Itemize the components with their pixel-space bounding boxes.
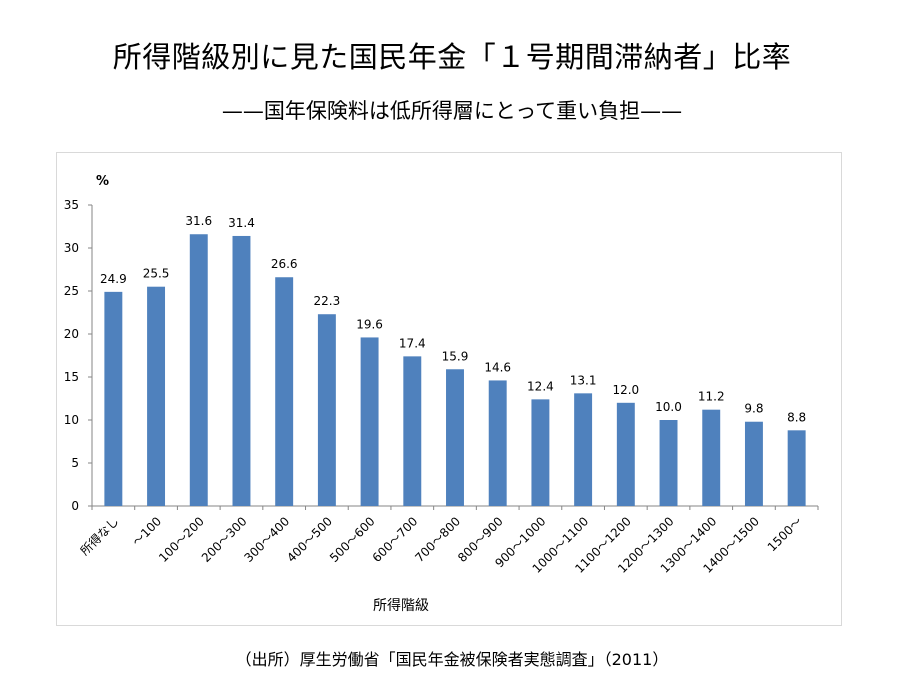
bar (232, 235, 251, 506)
bar (275, 277, 294, 506)
y-tick-label: 0 (71, 499, 79, 513)
y-tick-label: 35 (64, 198, 79, 212)
data-label: 13.1 (570, 373, 597, 387)
x-tick-label: 所得なし (77, 514, 122, 559)
bar (787, 430, 806, 506)
bar (360, 337, 379, 506)
source-note: （出所）厚生労働省「国民年金被保険者実態調査」（2011） (235, 650, 669, 669)
data-label: 31.6 (185, 214, 212, 228)
x-tick-label: 600～700 (370, 514, 421, 565)
x-tick-label: 200～300 (199, 514, 250, 565)
y-tick-label: 15 (64, 370, 79, 384)
data-label: 22.3 (314, 294, 341, 308)
y-axis-label: % (96, 174, 109, 189)
x-tick-label: 400～500 (284, 514, 335, 565)
data-label: 12.4 (527, 379, 554, 393)
x-tick-label: 100～200 (156, 514, 207, 565)
page-subtitle: ——国年保険料は低所得層にとって重い負担—— (221, 99, 683, 123)
y-tick-label: 25 (64, 284, 79, 298)
data-label: 15.9 (442, 349, 469, 363)
bar (147, 286, 166, 506)
data-label: 17.4 (399, 336, 426, 350)
bar (574, 393, 593, 506)
data-label: 14.6 (484, 360, 511, 374)
x-tick-label: 700～800 (412, 514, 463, 565)
data-label: 19.6 (356, 317, 383, 331)
bar (744, 421, 763, 506)
bar (488, 380, 507, 506)
bar (702, 409, 721, 506)
bar (317, 314, 336, 506)
data-label: 25.5 (143, 267, 170, 281)
bar (189, 234, 208, 507)
y-tick-label: 20 (64, 327, 79, 341)
y-tick-label: 30 (64, 241, 79, 255)
data-label: 8.8 (787, 410, 806, 424)
data-label: 24.9 (100, 272, 127, 286)
y-tick-label: 5 (71, 456, 79, 470)
x-tick-label: 300～400 (242, 514, 293, 565)
data-label: 10.0 (655, 400, 682, 414)
bar (104, 291, 123, 506)
bar (403, 356, 422, 506)
data-label: 12.0 (612, 383, 639, 397)
x-axis-label: 所得階級 (373, 597, 429, 614)
y-tick-label: 10 (64, 413, 79, 427)
x-tick-label: ～100 (130, 514, 165, 549)
data-label: 26.6 (271, 257, 298, 271)
bar (531, 399, 550, 506)
x-tick-label: 1500～ (765, 514, 805, 554)
data-label: 11.2 (698, 390, 725, 404)
x-tick-label: 500～600 (327, 514, 378, 565)
page-title: 所得階級別に見た国民年金「１号期間滞納者」比率 (112, 40, 792, 74)
data-label: 9.8 (744, 402, 763, 416)
bar (659, 420, 678, 506)
data-label: 31.4 (228, 216, 255, 230)
bar (616, 402, 635, 506)
bar (446, 369, 464, 506)
